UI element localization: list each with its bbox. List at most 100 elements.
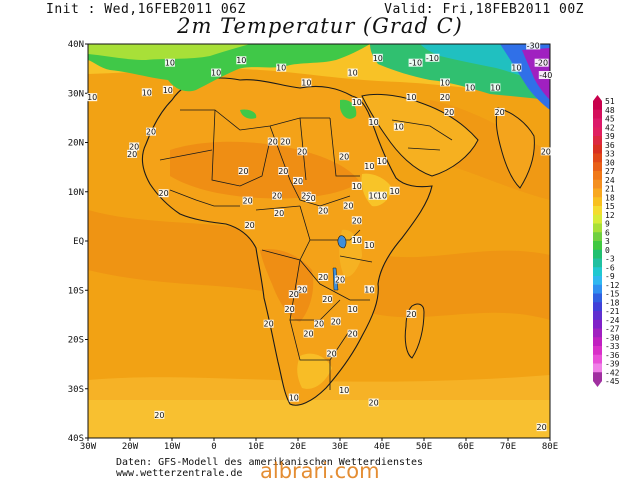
isotherm-label: 10 [352,236,362,245]
isotherm-label-bg [364,162,375,171]
atlas-cold-spot [240,109,257,119]
isotherm-label: 10 [301,78,311,87]
isotherm-label-bg [343,201,354,210]
legend-value: -36 [605,351,620,360]
lon-label: 80E [542,442,558,452]
isotherm-label-bg [406,309,417,318]
isotherm-label: 10 [511,64,521,73]
legend-value: -12 [605,281,620,290]
isotherm-label: 20 [348,330,358,339]
isotherm-label-bg [536,423,547,432]
isotherm-label: -40 [539,71,552,80]
isotherm-label: 10 [369,192,379,201]
latitude-axis: 40N 30N 20N 10N EQ 10S 20S 30S 40S [68,40,88,444]
legend-swatch [593,179,602,189]
isotherm-label: 10 [440,78,450,87]
lat-label: 30N [68,89,84,99]
legend-swatch [593,249,602,259]
isotherm-label: 20 [146,128,156,137]
isotherm-label: 10 [377,192,387,201]
isotherm-label: 20 [318,206,328,215]
legend-value: 45 [605,115,615,124]
legend-swatch [593,354,602,364]
legend-value: 39 [605,132,615,141]
isotherm-label: -10 [409,59,422,68]
isotherm-label: 10 [364,241,374,250]
isotherm-label: 20 [339,152,349,161]
isotherm-label-bg [364,285,375,294]
isotherm-label: 20 [293,177,303,186]
legend-swatch [593,118,602,128]
isotherm-label: 20 [289,290,299,299]
lat-label: 40N [68,40,84,50]
legend-value: -33 [605,342,620,351]
sahel-hot-zone [170,141,360,199]
legend-value: 48 [605,106,615,115]
isotherm-label-bg [238,167,249,176]
legend-swatch [593,197,602,207]
legend-swatch [593,188,602,198]
isotherm-label-bg [326,349,337,358]
isotherm-label: 20 [297,147,307,156]
isotherm-label: -20 [535,59,548,68]
isotherm-label-bg [154,410,165,419]
isotherm-label: 10 [142,88,152,97]
congo-hot-zone [260,249,314,322]
legend-bottom-arrow [593,381,602,387]
isotherm-label-bg [236,56,247,65]
isotherm-label: 10 [211,69,221,78]
isotherm-label: 20 [243,197,253,206]
isotherm-label: 20 [314,320,324,329]
isotherm-label: 20 [495,108,505,117]
isotherm-label-bg [242,196,253,205]
legend-swatch [593,214,602,224]
lat-label: 20N [68,139,84,149]
legend-swatch [593,241,602,251]
isotherm-label-bg [444,107,455,116]
legend-value: -6 [605,263,615,272]
isotherm-label-bg [335,275,345,284]
isotherm-label: 10 [236,56,246,65]
isotherm-label: 20 [335,275,345,284]
isotherm-label-bg [272,191,282,200]
lat-label: 10S [68,286,84,296]
southern-ocean-cool [88,395,550,438]
isotherm-label-bg [534,58,549,67]
isotherm-label-bg [368,191,379,200]
legend-value: -45 [605,377,620,386]
isotherm-label-bg [211,68,222,77]
isotherm-label-bg [351,181,362,190]
isotherm-label: 10 [339,386,349,395]
isotherm-label: 20 [274,209,284,218]
lat-label: 30S [68,385,84,395]
isotherm-label: 20 [129,142,139,151]
isotherm-label: 10 [390,187,400,196]
legend-swatch [593,284,602,294]
isotherm-label-bg [127,149,138,158]
isotherm-label-bg [494,107,505,116]
legend-swatch [593,258,602,268]
lat-label: 10N [68,188,84,198]
isotherm-label-bg [288,290,299,299]
isotherm-label-bg [351,98,362,107]
isotherm-label: 10 [165,59,175,68]
lon-label: 70E [500,442,516,452]
isotherm-label: 10 [394,123,404,132]
legend-swatch [593,267,602,277]
init-time: Init : Wed,16FEB2011 06Z [46,2,246,17]
isotherm-label: 20 [285,305,295,314]
isotherm-label-bg [377,191,387,200]
isotherm-label-bg [347,304,358,313]
isotherm-label-bg [440,93,450,102]
isotherm-label: 10 [369,118,379,127]
isotherm-label-bg [406,93,417,102]
legend-value: 6 [605,228,610,237]
isotherm-label: 10 [406,93,416,102]
legend-value: 9 [605,220,610,229]
isotherm-label-bg [146,127,156,136]
legend-swatch [593,153,602,163]
legend-swatch [593,127,602,137]
isotherm-label-bg [141,88,152,97]
isotherm-label: 20 [322,295,332,304]
